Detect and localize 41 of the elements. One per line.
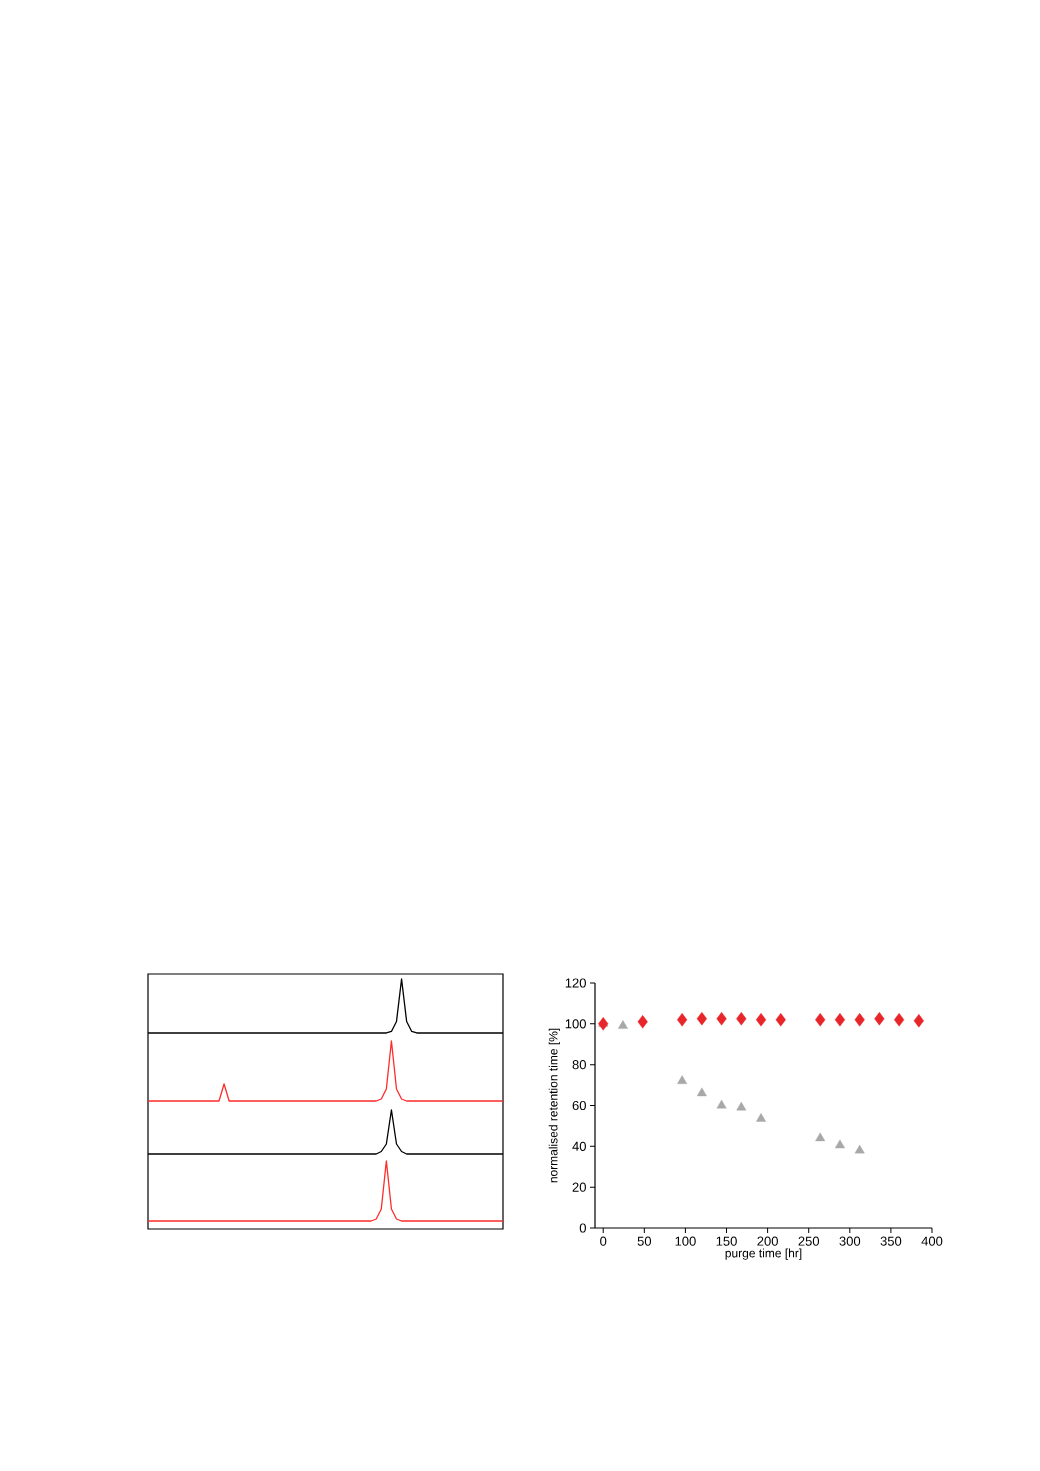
point — [736, 1101, 747, 1111]
point — [874, 1012, 885, 1026]
x-tick-label: 150 — [716, 1236, 737, 1246]
point — [834, 1139, 845, 1149]
point — [677, 1013, 688, 1027]
point — [815, 1132, 826, 1142]
point — [696, 1012, 707, 1026]
point — [913, 1014, 924, 1028]
x-tick-label: 0 — [600, 1236, 607, 1246]
y-tick-label: 100 — [565, 1019, 586, 1029]
x-tick-label: 350 — [880, 1236, 902, 1246]
y-tick-label: 20 — [572, 1182, 586, 1192]
point — [637, 1015, 648, 1029]
point — [755, 1013, 767, 1027]
x-tick-label: 100 — [675, 1236, 696, 1246]
point — [696, 1087, 707, 1097]
y-axis-title: normalised retention time [%] — [548, 1028, 560, 1183]
x-tick-label: 50 — [637, 1236, 652, 1246]
x-axis-title: purge time [hr] — [725, 1248, 802, 1260]
x-tick-label: 300 — [839, 1236, 861, 1246]
point — [854, 1013, 865, 1027]
x-tick-label: 400 — [921, 1236, 943, 1246]
y-tick-label: 60 — [572, 1100, 586, 1111]
point — [854, 1144, 865, 1154]
point — [716, 1099, 727, 1109]
y-tick-label: 0 — [579, 1223, 586, 1233]
point — [834, 1013, 846, 1027]
y-tick-label: 80 — [572, 1060, 586, 1070]
point — [598, 1017, 609, 1031]
point — [815, 1013, 826, 1027]
x-tick-label: 250 — [798, 1236, 820, 1246]
point — [894, 1013, 905, 1027]
point — [677, 1075, 688, 1084]
point — [775, 1013, 786, 1027]
point — [617, 1020, 628, 1029]
y-tick-label: 40 — [572, 1141, 586, 1151]
point — [756, 1113, 766, 1122]
x-tick-label: 200 — [757, 1236, 778, 1246]
point — [716, 1012, 727, 1026]
point — [736, 1012, 747, 1026]
y-tick-label: 120 — [565, 978, 586, 988]
